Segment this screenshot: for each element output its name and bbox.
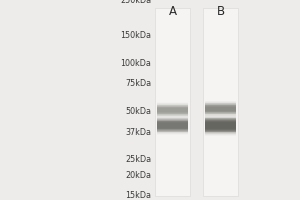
- Bar: [205, 115, 236, 136]
- Bar: [157, 122, 188, 129]
- Bar: [157, 117, 188, 134]
- Bar: [157, 102, 188, 118]
- Bar: [157, 120, 188, 131]
- Text: 75kDa: 75kDa: [125, 79, 152, 88]
- Bar: [157, 107, 188, 114]
- Bar: [157, 118, 188, 133]
- Text: 100kDa: 100kDa: [121, 59, 152, 68]
- Bar: [157, 103, 188, 118]
- Bar: [205, 105, 236, 113]
- Bar: [157, 119, 188, 132]
- Bar: [157, 105, 188, 116]
- Bar: [205, 106, 236, 112]
- Bar: [157, 118, 188, 132]
- Bar: [157, 121, 188, 130]
- Bar: [157, 105, 188, 115]
- Text: B: B: [216, 5, 225, 18]
- Bar: [205, 105, 236, 112]
- Bar: [205, 103, 236, 114]
- Bar: [205, 102, 236, 116]
- Bar: [205, 116, 236, 135]
- Bar: [203, 8, 238, 196]
- Bar: [205, 118, 236, 133]
- Bar: [205, 121, 236, 130]
- Bar: [155, 8, 190, 196]
- Bar: [205, 104, 236, 114]
- Bar: [157, 106, 188, 114]
- Bar: [157, 107, 188, 113]
- Text: 37kDa: 37kDa: [125, 128, 152, 137]
- Bar: [205, 117, 236, 134]
- Bar: [157, 116, 188, 135]
- Text: 50kDa: 50kDa: [125, 107, 152, 116]
- Text: 15kDa: 15kDa: [125, 191, 152, 200]
- Bar: [205, 101, 236, 117]
- Bar: [157, 104, 188, 116]
- Text: A: A: [169, 5, 176, 18]
- Bar: [157, 123, 188, 128]
- Bar: [205, 119, 236, 132]
- Bar: [205, 103, 236, 115]
- Bar: [157, 108, 188, 112]
- Bar: [157, 103, 188, 117]
- Bar: [205, 101, 236, 116]
- Text: 250kDa: 250kDa: [120, 0, 152, 5]
- Bar: [205, 107, 236, 111]
- Text: 20kDa: 20kDa: [125, 171, 152, 180]
- Bar: [205, 120, 236, 131]
- Bar: [205, 122, 236, 129]
- Text: 25kDa: 25kDa: [125, 155, 152, 164]
- Text: 150kDa: 150kDa: [121, 31, 152, 40]
- Bar: [157, 121, 188, 129]
- Bar: [205, 118, 236, 132]
- Bar: [205, 123, 236, 128]
